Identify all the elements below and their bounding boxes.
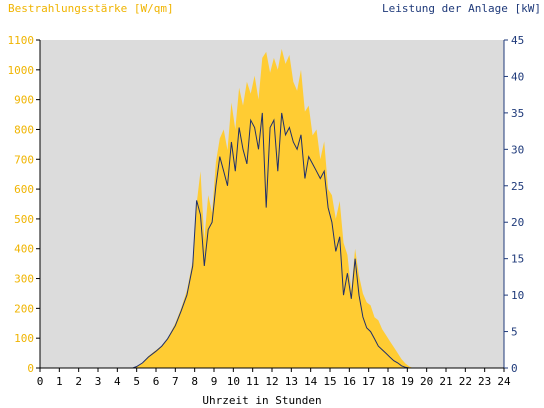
x-tick-label: 23	[478, 375, 491, 388]
right-tick-label: 15	[511, 253, 524, 266]
right-axis-title: Leistung der Anlage [kW]	[382, 2, 541, 15]
x-tick-label: 7	[172, 375, 179, 388]
x-tick-label: 21	[439, 375, 452, 388]
right-tick-label: 25	[511, 180, 524, 193]
x-tick-label: 19	[401, 375, 414, 388]
x-tick-label: 16	[343, 375, 356, 388]
x-tick-label: 15	[323, 375, 336, 388]
left-tick-label: 300	[14, 273, 34, 286]
right-tick-label: 20	[511, 216, 524, 229]
x-tick-label: 22	[459, 375, 472, 388]
x-tick-label: 11	[246, 375, 259, 388]
left-tick-label: 0	[27, 362, 34, 375]
left-axis-title: Bestrahlungsstärke [W/qm]	[8, 2, 174, 15]
x-tick-label: 5	[133, 375, 140, 388]
right-tick-label: 45	[511, 34, 524, 47]
right-tick-label: 30	[511, 143, 524, 156]
power-line	[40, 112, 504, 369]
x-tick-label: 10	[227, 375, 240, 388]
x-tick-label: 20	[420, 375, 433, 388]
right-tick-label: 10	[511, 289, 524, 302]
x-tick-label: 1	[56, 375, 63, 388]
x-tick-label: 12	[265, 375, 278, 388]
x-tick-label: 18	[381, 375, 394, 388]
x-tick-label: 17	[362, 375, 375, 388]
left-tick-label: 1100	[8, 34, 35, 47]
left-tick-label: 700	[14, 153, 34, 166]
left-tick-label: 800	[14, 123, 34, 136]
left-tick-label: 1000	[8, 64, 35, 77]
left-tick-label: 900	[14, 94, 34, 107]
left-tick-label: 200	[14, 302, 34, 315]
x-tick-label: 2	[75, 375, 82, 388]
x-tick-label: 3	[95, 375, 102, 388]
right-tick-label: 40	[511, 70, 524, 83]
right-tick-label: 35	[511, 107, 524, 120]
x-tick-label: 14	[304, 375, 318, 388]
x-tick-label: 8	[191, 375, 198, 388]
x-tick-label: 4	[114, 375, 121, 388]
x-tick-label: 6	[153, 375, 160, 388]
x-tick-label: 0	[37, 375, 44, 388]
left-tick-label: 500	[14, 213, 34, 226]
left-tick-label: 600	[14, 183, 34, 196]
x-tick-label: 13	[285, 375, 298, 388]
right-tick-label: 0	[511, 362, 518, 375]
left-tick-label: 100	[14, 332, 34, 345]
x-tick-label: 24	[497, 375, 511, 388]
left-tick-label: 400	[14, 243, 34, 256]
x-tick-label: 9	[211, 375, 218, 388]
right-tick-label: 5	[511, 326, 518, 339]
x-axis-title: Uhrzeit in Stunden	[202, 394, 321, 407]
irradiance-area	[40, 48, 504, 369]
